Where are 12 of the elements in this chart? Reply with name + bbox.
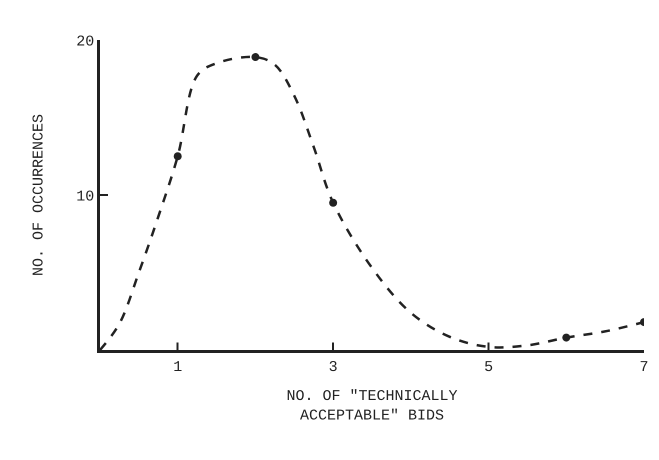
x-tick-label: 3: [328, 358, 338, 376]
point: [174, 152, 182, 160]
x-axis-title: NO. OF "TECHNICALLY ACCEPTABLE" BIDS: [286, 388, 458, 424]
x-tick-label: 1: [173, 358, 182, 376]
y-axis-title: NO. OF OCCURRENCES: [30, 114, 48, 276]
point: [251, 53, 260, 62]
point: [329, 198, 338, 207]
y-tick-label: 20: [76, 33, 94, 50]
x-tick-label: 7: [639, 358, 649, 376]
x-tick-label: 5: [484, 358, 494, 376]
point: [562, 334, 570, 342]
y-tick-label: 10: [76, 188, 94, 206]
